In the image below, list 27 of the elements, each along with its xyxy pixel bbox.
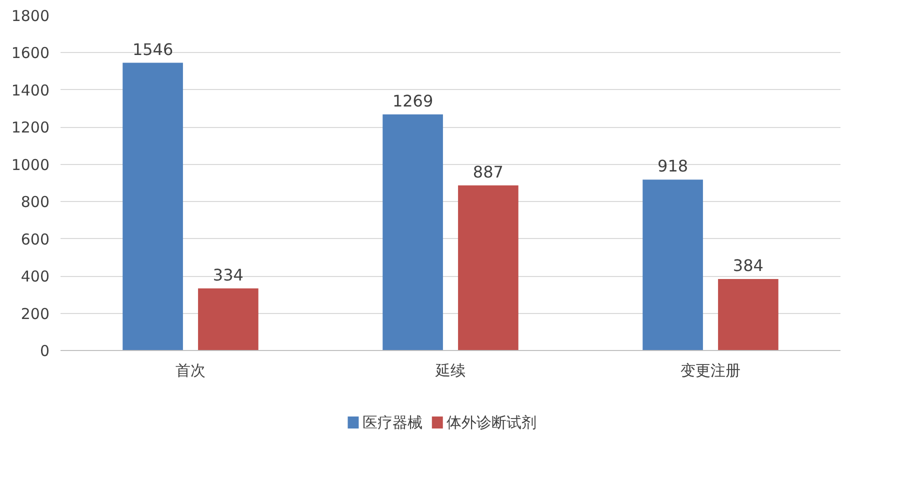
legend-label: 体外诊断试剂	[446, 414, 537, 432]
bar	[198, 288, 258, 350]
y-tick-label: 800	[20, 193, 50, 212]
x-tick-label: 变更注册	[680, 362, 740, 380]
bar	[458, 185, 518, 350]
data-label: 384	[732, 256, 764, 276]
x-tick-label: 首次	[176, 362, 206, 380]
y-tick-label: 600	[20, 230, 50, 248]
y-tick-label: 1600	[11, 44, 50, 62]
y-tick-label: 1800	[11, 7, 50, 25]
x-tick-label: 延续	[434, 362, 466, 380]
bar	[718, 279, 778, 350]
y-tick-label: 1400	[11, 81, 50, 100]
bar	[382, 114, 443, 350]
data-label: 887	[472, 162, 504, 182]
bar	[642, 180, 703, 350]
data-label: 334	[212, 265, 244, 284]
y-tick-label: 0	[40, 342, 50, 360]
bar	[122, 62, 183, 350]
legend-label: 医疗器械	[362, 414, 422, 432]
data-label: 1546	[132, 40, 174, 59]
y-tick-label: 400	[20, 268, 50, 286]
y-tick-label: 1200	[11, 118, 50, 137]
data-label: 918	[658, 156, 688, 176]
y-tick-label: 1000	[11, 156, 50, 174]
data-label: 1269	[392, 91, 434, 110]
y-tick-label: 200	[20, 304, 50, 323]
